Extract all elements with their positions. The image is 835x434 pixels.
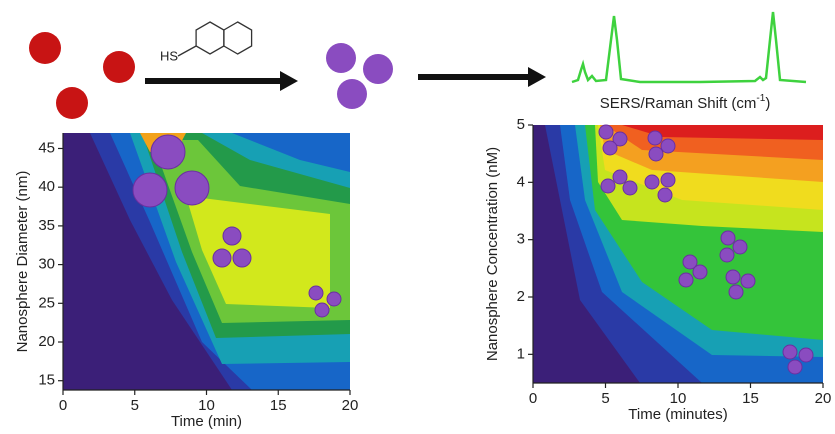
arrow-head	[280, 71, 298, 91]
page: HS SERS/Raman Shift (cm-1) 0510152015202…	[0, 0, 835, 434]
nanosphere-icon	[151, 135, 185, 169]
raman-spectrum	[572, 12, 806, 82]
schematic: HS SERS/Raman Shift (cm-1)	[29, 12, 806, 119]
nanosphere-icon	[327, 292, 341, 306]
nanosphere-icon	[213, 249, 231, 267]
y-tick-label: 15	[38, 372, 55, 389]
nanosphere-icon	[679, 273, 693, 287]
y-tick-label: 25	[38, 294, 55, 311]
red-nanosphere	[103, 51, 135, 83]
nanosphere-icon	[658, 188, 672, 202]
reagent-label: HS	[160, 48, 178, 63]
nanosphere-icon	[661, 139, 675, 153]
x-tick-label: 20	[815, 390, 832, 407]
x-axis-label: Time (minutes)	[628, 406, 727, 423]
figure: HS SERS/Raman Shift (cm-1) 0510152015202…	[0, 0, 835, 434]
x-tick-label: 15	[742, 390, 759, 407]
x-tick-label: 15	[270, 397, 287, 414]
y-tick-label: 4	[517, 173, 525, 190]
nanosphere-icon	[599, 125, 613, 139]
nanosphere-icon	[315, 303, 329, 317]
spectrum-label-main: SERS/Raman Shift (cm	[600, 95, 757, 112]
nanosphere-icon	[661, 173, 675, 187]
x-axis-label: Time (min)	[171, 413, 242, 430]
nanosphere-icon	[601, 179, 615, 193]
nanosphere-icon	[133, 173, 167, 207]
red-nanosphere	[56, 87, 88, 119]
nanosphere-icon	[233, 249, 251, 267]
y-tick-label: 2	[517, 288, 525, 305]
purple-nanosphere	[337, 79, 367, 109]
y-axis-label: Nanosphere Diameter (nm)	[14, 171, 31, 353]
y-tick-label: 45	[38, 139, 55, 156]
nanosphere-icon	[783, 345, 797, 359]
x-tick-label: 10	[670, 390, 687, 407]
nanosphere-icon	[623, 181, 637, 195]
purple-nanosphere	[326, 43, 356, 73]
nanosphere-icon	[175, 171, 209, 205]
y-axis-label: Nanosphere Concentration (nM)	[484, 147, 501, 361]
x-tick-label: 20	[342, 397, 359, 414]
nanosphere-icon	[693, 265, 707, 279]
benzene-ring	[196, 22, 224, 54]
thiol-bond	[178, 46, 196, 56]
x-tick-label: 5	[601, 390, 609, 407]
y-tick-label: 20	[38, 333, 55, 350]
y-tick-label: 30	[38, 256, 55, 273]
nanosphere-icon	[645, 175, 659, 189]
nanosphere-icon	[223, 227, 241, 245]
x-tick-label: 10	[198, 397, 215, 414]
nanosphere-icon	[741, 274, 755, 288]
y-tick-label: 40	[38, 178, 55, 195]
nanosphere-icon	[729, 285, 743, 299]
nanosphere-icon	[788, 360, 802, 374]
nanosphere-icon	[726, 270, 740, 284]
nanosphere-icon	[720, 248, 734, 262]
x-tick-label: 5	[131, 397, 139, 414]
nanosphere-icon	[799, 348, 813, 362]
nanosphere-icon	[733, 240, 747, 254]
x-tick-label: 0	[529, 390, 537, 407]
nanosphere-icon	[648, 131, 662, 145]
nanosphere-icon	[309, 286, 323, 300]
y-tick-label: 5	[517, 116, 525, 133]
purple-nanosphere	[363, 54, 393, 84]
nanosphere-icon	[649, 147, 663, 161]
nanosphere-icon	[613, 170, 627, 184]
nanosphere-icon	[721, 231, 735, 245]
spectrum-label-end: )	[765, 95, 770, 112]
red-nanosphere	[29, 32, 61, 64]
x-tick-label: 0	[59, 397, 67, 414]
benzene-ring	[224, 22, 252, 54]
nanosphere-icon	[603, 141, 617, 155]
arrow-head	[528, 67, 546, 87]
y-tick-label: 35	[38, 217, 55, 234]
spectrum-label: SERS/Raman Shift (cm-1)	[600, 93, 771, 112]
y-tick-label: 1	[517, 345, 525, 362]
y-tick-label: 3	[517, 231, 525, 248]
